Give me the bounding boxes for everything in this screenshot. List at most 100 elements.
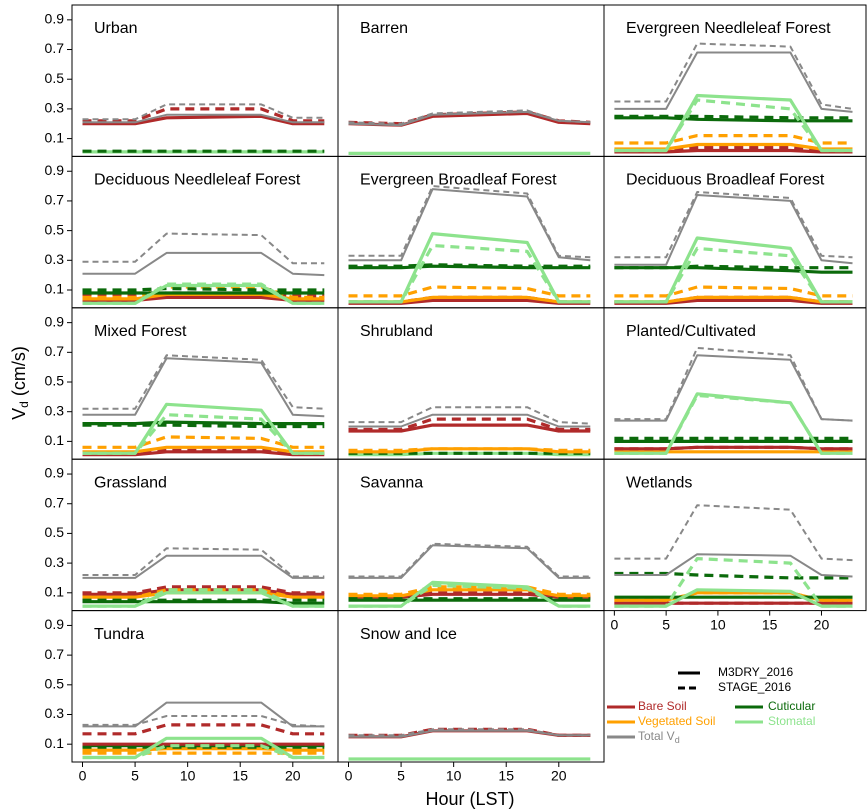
series-group [348,185,591,305]
x-axis-label: Hour (LST) [425,789,514,809]
series-line [614,346,853,422]
panel-title: Evergreen Broadleaf Forest [360,172,557,189]
y-tick-label: 0.1 [45,735,65,751]
panel: Grassland 0.1 0.3 0.5 0.7 0.9 [45,458,339,612]
panel: Planted/Cultivated [603,307,867,460]
series-group [82,354,325,457]
series-group [614,42,853,154]
series-line [348,110,591,127]
series-line [348,406,591,425]
series-line [614,194,853,266]
series-line [348,583,591,608]
panel-title: Shrubland [360,323,433,340]
y-tick-label: 0.9 [45,616,65,632]
legend-label: M3DRY_2016 [718,665,793,679]
y-axis-label: Vd (cm/s) [9,346,31,420]
panel-title: Mixed Forest [94,323,187,340]
series-line [614,354,853,422]
series-line [614,116,853,123]
y-tick-label: 0.5 [45,70,65,86]
series-line [614,393,853,455]
series-line [82,357,325,418]
panel-title: Savanna [360,474,423,491]
series-line [614,264,853,270]
y-tick-label: 0.3 [45,251,65,267]
legend-name: Cuticular [768,699,815,713]
series-line [82,251,325,277]
series-line [614,266,853,274]
series-line [348,188,591,262]
legend-name: Bare Soil [638,699,687,713]
legend-name: Total V [638,729,675,743]
x-tick-label: 20 [551,768,567,784]
y-tick-label: 0.3 [45,100,65,116]
legend-name: Stomatal [768,714,815,728]
legend-label: Cuticular [768,699,815,713]
panel: Wetlands 0 5 10 15 20 [603,458,867,632]
x-tick-label: 0 [610,616,618,632]
series-line [614,51,853,113]
series-line [82,423,325,429]
series-line [82,736,325,760]
y-tick-label: 0.7 [45,646,65,662]
panel-title: Barren [360,20,408,37]
series-group [82,547,325,608]
panel-frame [603,458,867,612]
y-tick-label: 0.1 [45,129,65,145]
panel-title: Snow and Ice [360,626,457,643]
y-label-unit: (cm/s) [9,346,29,401]
panel: Deciduous Broadleaf Forest [603,155,867,309]
series-group [348,109,591,155]
series-group [614,191,853,305]
series-line [82,600,325,605]
series-line [348,185,591,259]
legend-label: Stomatal [768,714,815,728]
panel: Deciduous Needleleaf Forest 0.1 0.3 0.5 0.7 0… [45,155,339,309]
series-line [614,236,853,304]
series-line [614,445,853,451]
series-line [82,103,325,121]
x-tick-label: 5 [662,616,670,632]
x-tick-label: 15 [232,768,248,784]
series-line [348,729,591,738]
y-tick-label: 0.1 [45,281,65,297]
panel: Barren [337,4,605,157]
series-line [348,417,591,432]
series-line [82,554,325,579]
series-line [82,282,325,305]
panel-title: Deciduous Broadleaf Forest [626,172,825,189]
y-tick-label: 0.3 [45,554,65,570]
series-line [348,263,591,268]
panel-title: Tundra [94,626,144,643]
series-line [82,286,325,292]
series-line [348,544,591,579]
y-label-sub: d [17,401,31,408]
y-tick-label: 0.9 [45,313,65,329]
y-tick-label: 0.1 [45,583,65,599]
series-line [82,588,325,599]
y-tick-label: 0.9 [45,162,65,178]
y-tick-label: 0.7 [45,40,65,56]
panel-title: Urban [94,20,138,37]
x-tick-label: 5 [397,768,405,784]
panel: Savanna [337,458,605,612]
panel-title: Wetlands [626,474,692,491]
series-line [82,413,325,455]
legend-sub: d [675,735,680,745]
y-tick-label: 0.5 [45,221,65,237]
series-line [82,113,325,124]
series-line [82,435,325,449]
panel-title: Evergreen Needleleaf Forest [626,20,831,37]
series-line [348,585,591,596]
series-group [614,346,853,455]
series-group [82,701,325,760]
x-tick-label: 10 [180,768,196,784]
x-tick-label: 0 [345,768,353,784]
y-tick-label: 0.7 [45,343,65,359]
x-tick-label: 0 [79,768,87,784]
series-line [614,571,853,580]
y-tick-label: 0.5 [45,373,65,389]
series-line [614,191,853,259]
series-group [348,542,591,608]
series-line [348,285,591,298]
